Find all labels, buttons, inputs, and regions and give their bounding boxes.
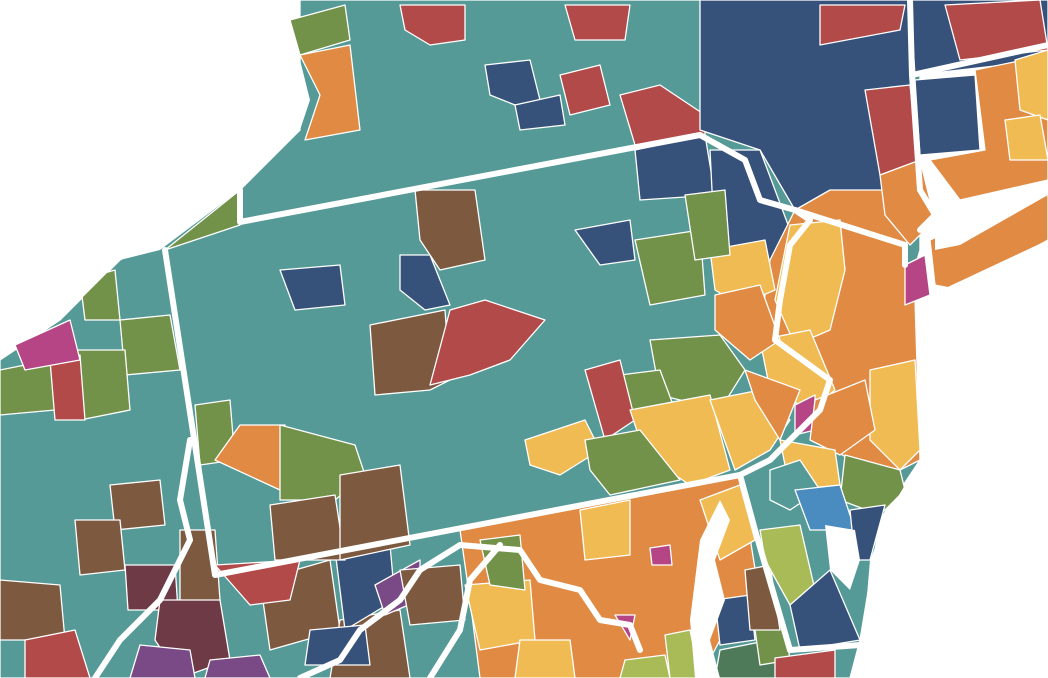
county — [399, 4, 466, 46]
state-border — [297, 542, 463, 678]
county — [714, 284, 781, 361]
county — [579, 499, 631, 561]
county — [774, 219, 846, 346]
county — [634, 229, 706, 306]
atlantic — [860, 240, 1048, 678]
county — [649, 544, 673, 566]
state-border — [237, 132, 703, 225]
state-border — [427, 542, 503, 678]
state-border — [697, 132, 833, 478]
county — [369, 309, 451, 396]
county — [0, 579, 66, 641]
state-border — [162, 247, 743, 578]
state-border — [737, 472, 863, 653]
county — [714, 594, 756, 646]
state-border — [457, 542, 643, 653]
county — [914, 74, 981, 156]
county — [339, 464, 411, 561]
county — [664, 629, 701, 678]
county — [74, 519, 126, 576]
county — [1004, 114, 1048, 161]
county — [744, 369, 801, 441]
county — [819, 4, 906, 46]
county — [279, 264, 346, 311]
state-border — [92, 437, 193, 678]
chesapeake — [690, 500, 730, 678]
county — [944, 0, 1048, 61]
county — [399, 254, 451, 311]
county — [299, 44, 361, 141]
county — [684, 189, 731, 261]
county — [289, 4, 351, 56]
county — [584, 429, 681, 496]
county — [14, 319, 81, 371]
county — [514, 639, 576, 678]
county — [619, 654, 671, 678]
county — [774, 649, 836, 678]
county — [574, 219, 636, 266]
county — [789, 569, 861, 651]
county — [129, 644, 196, 678]
county — [514, 94, 566, 131]
county — [204, 654, 271, 678]
county — [399, 564, 466, 626]
state-border — [792, 207, 908, 268]
county — [559, 64, 611, 116]
delaware-bay — [825, 525, 860, 590]
county — [109, 479, 166, 531]
county — [119, 314, 181, 376]
long-island-sound — [935, 180, 1048, 250]
county — [24, 629, 91, 678]
county — [429, 299, 546, 386]
lake-erie — [0, 0, 310, 345]
county — [524, 419, 601, 476]
county — [1014, 49, 1048, 121]
county — [414, 189, 486, 271]
county — [564, 4, 631, 41]
state-border — [909, 72, 938, 233]
county — [904, 254, 931, 306]
county — [214, 424, 286, 491]
county — [269, 494, 346, 561]
